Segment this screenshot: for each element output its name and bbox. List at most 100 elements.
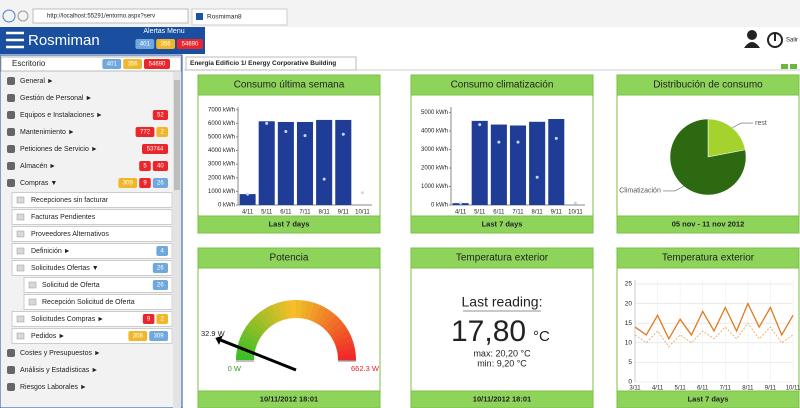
x-tick-label: 9/11 (551, 210, 563, 216)
menu-icon (7, 77, 15, 85)
gauge-band (251, 315, 269, 332)
gauge-band (241, 329, 260, 343)
badge (149, 331, 168, 341)
badge (139, 161, 151, 171)
y-tick-label: 0 kWh (218, 203, 235, 209)
address-bar[interactable] (32, 8, 189, 24)
gauge-band (304, 301, 315, 321)
badge (123, 59, 142, 69)
badge-text: 5 (143, 164, 147, 170)
panel-header (197, 247, 381, 269)
menu-item[interactable]: Recepción Solicitud de Oferta (42, 299, 135, 306)
panel-footer-text: Last 7 days (269, 219, 310, 228)
submenu-row[interactable] (11, 209, 173, 225)
submenu-row[interactable] (11, 311, 173, 327)
url: http://localhost:55291/entorno.aspx?serv (47, 14, 155, 20)
submenu-row[interactable] (11, 260, 173, 276)
menu-item[interactable]: Riesgos Laborales ► (20, 384, 87, 391)
forward-button[interactable] (17, 10, 29, 22)
pie-slice (669, 118, 747, 196)
point (341, 132, 345, 136)
gauge-band (289, 299, 297, 319)
gauge-band (247, 319, 265, 336)
panel-footer (410, 215, 594, 234)
bar (529, 121, 546, 205)
x-tick-label: 5/11 (261, 210, 273, 216)
badge-text: 2 (161, 130, 165, 136)
menu-item[interactable]: Costes y Presupuestos ► (20, 350, 101, 357)
menu-item[interactable]: Peticiones de Servicio ► (20, 146, 98, 153)
scroll-thumb[interactable] (174, 80, 180, 190)
submenu-row[interactable] (11, 226, 173, 242)
submenu-icon (16, 230, 25, 238)
submenu-icon (16, 247, 25, 255)
menu-item[interactable]: Almacén ► (20, 163, 56, 170)
menu-item[interactable]: Solicitudes Compras ► (31, 316, 104, 323)
menu-item[interactable]: Análisis y Estadísticas ► (20, 367, 98, 374)
back-button[interactable] (2, 9, 16, 23)
menu-icon[interactable] (6, 31, 24, 49)
panel-header (410, 247, 594, 269)
panel-header (616, 247, 800, 269)
badge-text: 54690 (149, 62, 166, 68)
x-tick-label: 8/11 (319, 210, 331, 216)
badge-text: 308 (133, 334, 144, 340)
menu-item[interactable]: Definición ► (31, 248, 71, 255)
submenu-row[interactable] (23, 294, 173, 310)
gauge-band (271, 302, 284, 322)
gauge-band (283, 300, 292, 319)
leader-line (662, 186, 684, 192)
menu-item[interactable]: Gestión de Personal ► (20, 95, 92, 102)
panel-title: Consumo climatización (451, 80, 554, 91)
badge (152, 161, 168, 171)
submenu-row[interactable] (11, 243, 173, 259)
line-series (634, 301, 794, 341)
menu-item[interactable]: Solicitud de Oferta (42, 282, 100, 289)
user-icon[interactable] (744, 30, 760, 48)
y-tick-label: 1000 kWh (421, 184, 448, 190)
badge (177, 39, 203, 49)
app-name: Rosmiman (28, 32, 100, 49)
menu-item[interactable]: Compras ▼ (20, 180, 57, 187)
needle-head (215, 335, 223, 345)
panel-footer-text: Last 7 days (482, 219, 523, 228)
power-icon[interactable] (767, 32, 783, 48)
gauge-band (317, 308, 332, 327)
menu-item[interactable]: Equipos e Instalaciones ► (20, 112, 103, 119)
menu-item[interactable]: Solicitudes Ofertas ▼ (31, 265, 99, 272)
alerts-title: Alertas Menu (143, 28, 184, 35)
menu-item[interactable]: Pedidos ► (31, 333, 65, 340)
submenu-row[interactable] (11, 192, 173, 208)
browser-tab[interactable] (191, 8, 288, 26)
tab-button[interactable] (790, 64, 797, 69)
tab-button[interactable] (781, 64, 788, 69)
menu-item[interactable]: Recepciones sin facturar (31, 197, 109, 204)
content-tab[interactable] (185, 56, 357, 71)
x-tick-label: 7/11 (299, 210, 311, 216)
point (265, 121, 269, 125)
panel-footer-text: 05 nov - 11 nov 2012 (672, 219, 745, 228)
panel-header (616, 74, 800, 96)
leader-line (732, 122, 754, 128)
point (246, 192, 250, 196)
menu-item[interactable]: Mantenimiento ► (20, 129, 75, 136)
x-tick-label: 5/11 (675, 386, 687, 392)
gauge-band (313, 305, 327, 324)
gauge-band (238, 335, 258, 348)
logout[interactable]: Salir (786, 38, 798, 44)
submenu-icon (28, 298, 37, 306)
panel (410, 247, 594, 408)
y-tick-label: 2000 kWh (421, 166, 448, 172)
x-tick-label: 5/11 (474, 210, 486, 216)
bar (548, 119, 565, 205)
bar (471, 120, 488, 205)
scrollbar[interactable] (173, 72, 181, 408)
badge (156, 39, 175, 49)
submenu-icon (28, 281, 37, 289)
submenu-row[interactable] (23, 277, 173, 293)
y-tick-label: 1000 kWh (208, 189, 235, 195)
panel-title: Consumo última semana (234, 80, 345, 91)
menu-item[interactable]: Facturas Pendientes (31, 214, 96, 221)
menu-item[interactable]: General ► (20, 78, 54, 85)
menu-item[interactable]: Proveedores Alternativos (31, 231, 109, 238)
